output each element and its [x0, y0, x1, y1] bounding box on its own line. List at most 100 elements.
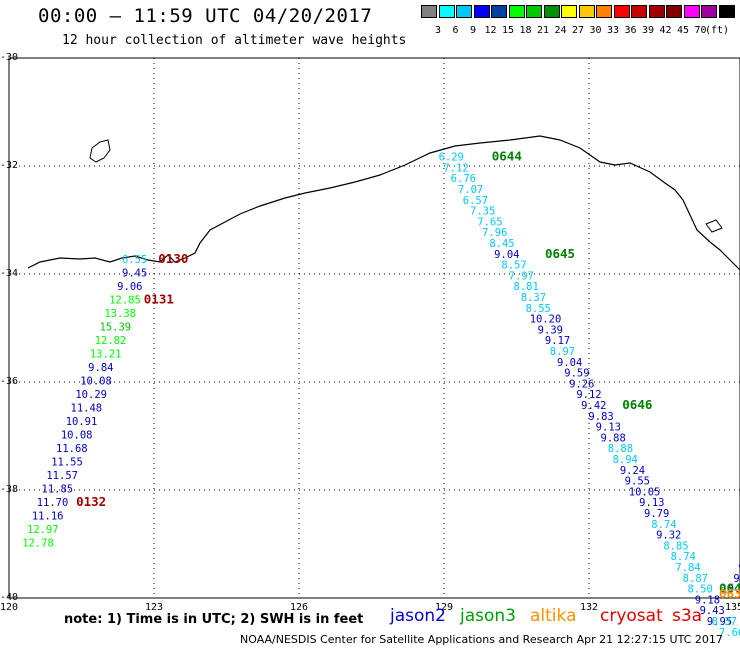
satellite-s3a: s3a: [672, 606, 703, 626]
swh-value-label: 9.95: [707, 616, 732, 628]
island-kangaroo: [705, 219, 723, 233]
swh-value-label: 9.88: [601, 432, 626, 444]
map-subtitle: 12 hour collection of altimeter wave hei…: [62, 33, 407, 48]
swh-value-label: 7.07: [458, 184, 483, 196]
legend-label: 70: [694, 25, 707, 36]
island-recherche: [89, 139, 111, 163]
swh-value-label: 8.85: [663, 540, 688, 552]
swh-value-label: 9.84: [88, 362, 113, 374]
swh-value-label: 11.48: [71, 403, 103, 415]
swh-value-label: 9.01: [733, 573, 740, 585]
swh-value-label: 9.43: [700, 605, 725, 617]
swh-value-label: 8.94: [613, 454, 638, 466]
swh-value-label: 10.08: [61, 430, 93, 442]
swh-value-label: 8.45: [489, 238, 514, 250]
legend-swatch: [683, 5, 700, 18]
legend-swatch: [561, 5, 577, 18]
swh-value-label: 8.57: [501, 260, 526, 272]
legend-label: 21: [536, 25, 550, 36]
latitude-label: -32: [0, 160, 19, 171]
swh-points: 6.559.459.0612.8513.3815.3912.8213.219.8…: [22, 152, 740, 639]
swh-value-label: 11.70: [37, 497, 69, 509]
swh-value-label: 11.57: [46, 470, 78, 482]
legend-swatch: [526, 5, 542, 18]
swh-value-label: 9.18: [695, 594, 720, 606]
swh-value-label: 13.38: [104, 308, 136, 320]
pass-time-label: 0647: [719, 581, 740, 596]
legend-swatch: [701, 5, 717, 18]
swh-value-label: 9.42: [581, 400, 606, 412]
swh-value-label: 10.91: [66, 416, 98, 428]
swh-value-label: 7.84: [675, 562, 700, 574]
pass-time-label: 0646: [622, 397, 652, 412]
swh-value-label: 8.37: [521, 292, 546, 304]
legend-label: 33: [606, 25, 620, 36]
pass-time-label: 0132: [76, 494, 106, 509]
swh-value-label: 9.30: [738, 562, 740, 574]
swh-value-label: 6.55: [122, 254, 147, 266]
swh-value-label: 8.37: [712, 616, 737, 628]
legend-swatch: [596, 5, 612, 18]
legend-label: 24: [554, 25, 567, 36]
legend-label: 9: [469, 25, 477, 36]
swh-value-label: 6.76: [451, 173, 476, 185]
legend-swatch: [438, 5, 455, 18]
legend-label: 39: [641, 25, 655, 36]
map-frame: [8, 57, 740, 599]
longitude-label: 126: [290, 602, 309, 613]
legend-swatch: [578, 5, 595, 18]
swh-value-label: 8.74: [671, 551, 696, 563]
credit-line: NOAA/NESDIS Center for Satellite Applica…: [240, 633, 723, 646]
legend-label: 6: [452, 25, 459, 36]
satellite-cryosat: cryosat: [600, 606, 663, 626]
swh-value-label: 7.12: [443, 162, 468, 174]
legend-swatch: [613, 5, 630, 18]
swh-value-label: 9.32: [656, 530, 681, 542]
units-note: note: 1) Time is in UTC; 2) SWH is in fe…: [64, 612, 364, 627]
swh-value-label: 9.04: [494, 249, 519, 261]
swh-value-label: 8.97: [550, 346, 575, 358]
legend-label: 27: [571, 25, 585, 36]
swh-value-label: 8.87: [683, 573, 708, 585]
legend-swatch: [631, 5, 647, 18]
satellite-jason3: jason3: [460, 606, 516, 626]
swh-value-label: 15.39: [100, 322, 132, 334]
latitude-label: -30: [0, 52, 19, 63]
swh-value-label: 10.05: [629, 486, 661, 498]
coastline: [27, 135, 740, 271]
pass-time-label: 0645: [545, 246, 575, 261]
legend-swatch: [508, 5, 525, 18]
legend-label: 42: [659, 25, 672, 36]
swh-value-label: 7.35: [470, 206, 495, 218]
swh-value-label: 11.16: [32, 511, 64, 523]
swh-value-label: 9.04: [557, 357, 582, 369]
legend-unit: (ft): [705, 25, 730, 36]
swh-value-label: 8.50: [688, 584, 713, 596]
legend-swatch: [666, 5, 682, 18]
latitude-label: -38: [0, 484, 19, 495]
swh-value-label: 10.08: [80, 376, 112, 388]
swh-value-label: 7.96: [482, 227, 507, 239]
legend-label: 45: [676, 25, 690, 36]
legend-swatch: [718, 5, 735, 18]
swh-value-label: 9.24: [620, 465, 645, 477]
swh-value-label: 11.68: [56, 443, 88, 455]
pass-time-label: 0130: [158, 251, 188, 266]
longitude-label: 129: [435, 602, 454, 613]
pass-time-label: 0639: [719, 586, 740, 601]
swh-value-label: 7.97: [509, 270, 534, 282]
swh-value-label: 12.82: [95, 335, 127, 347]
swh-value-label: 9.79: [644, 508, 669, 520]
swh-value-label: 11.55: [51, 457, 83, 469]
legend-swatch: [421, 5, 437, 18]
swh-value-label: 7.65: [477, 216, 502, 228]
legend-label: 36: [624, 25, 637, 36]
swh-value-label: 9.13: [596, 422, 621, 434]
swh-value-label: 10.29: [75, 389, 107, 401]
swh-value-label: 9.26: [569, 378, 594, 390]
swh-value-label: 8.81: [514, 281, 539, 293]
swh-value-label: 9.17: [545, 335, 570, 347]
swh-value-label: 9.83: [588, 411, 613, 423]
latitude-label: -40: [0, 592, 19, 603]
